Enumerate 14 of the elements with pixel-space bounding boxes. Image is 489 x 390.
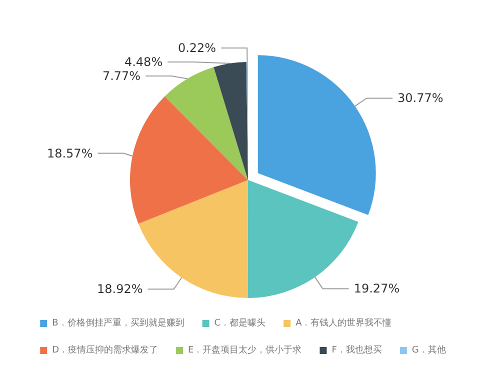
- data-label: 0.22%: [178, 41, 216, 56]
- legend-label: B．价格倒挂严重，买到就是赚到: [52, 318, 184, 328]
- legend-label: G．其他: [412, 344, 446, 356]
- legend-label: E．开盘项目太少，供小于求: [188, 344, 302, 356]
- legend-label: C．都是噱头: [214, 318, 266, 328]
- data-label: 18.57%: [46, 146, 93, 160]
- legend-label: D．疫情压抑的需求爆发了: [52, 344, 158, 356]
- data-label: 19.27%: [354, 282, 400, 296]
- legend-label: F．我也想买: [332, 344, 382, 356]
- data-label: 18.92%: [97, 282, 143, 296]
- data-label: 7.77%: [102, 69, 141, 84]
- data-label: 30.77%: [398, 91, 444, 106]
- data-label: 4.48%: [124, 55, 163, 70]
- legend-label: A．有钱人的世界我不懂: [296, 318, 392, 328]
